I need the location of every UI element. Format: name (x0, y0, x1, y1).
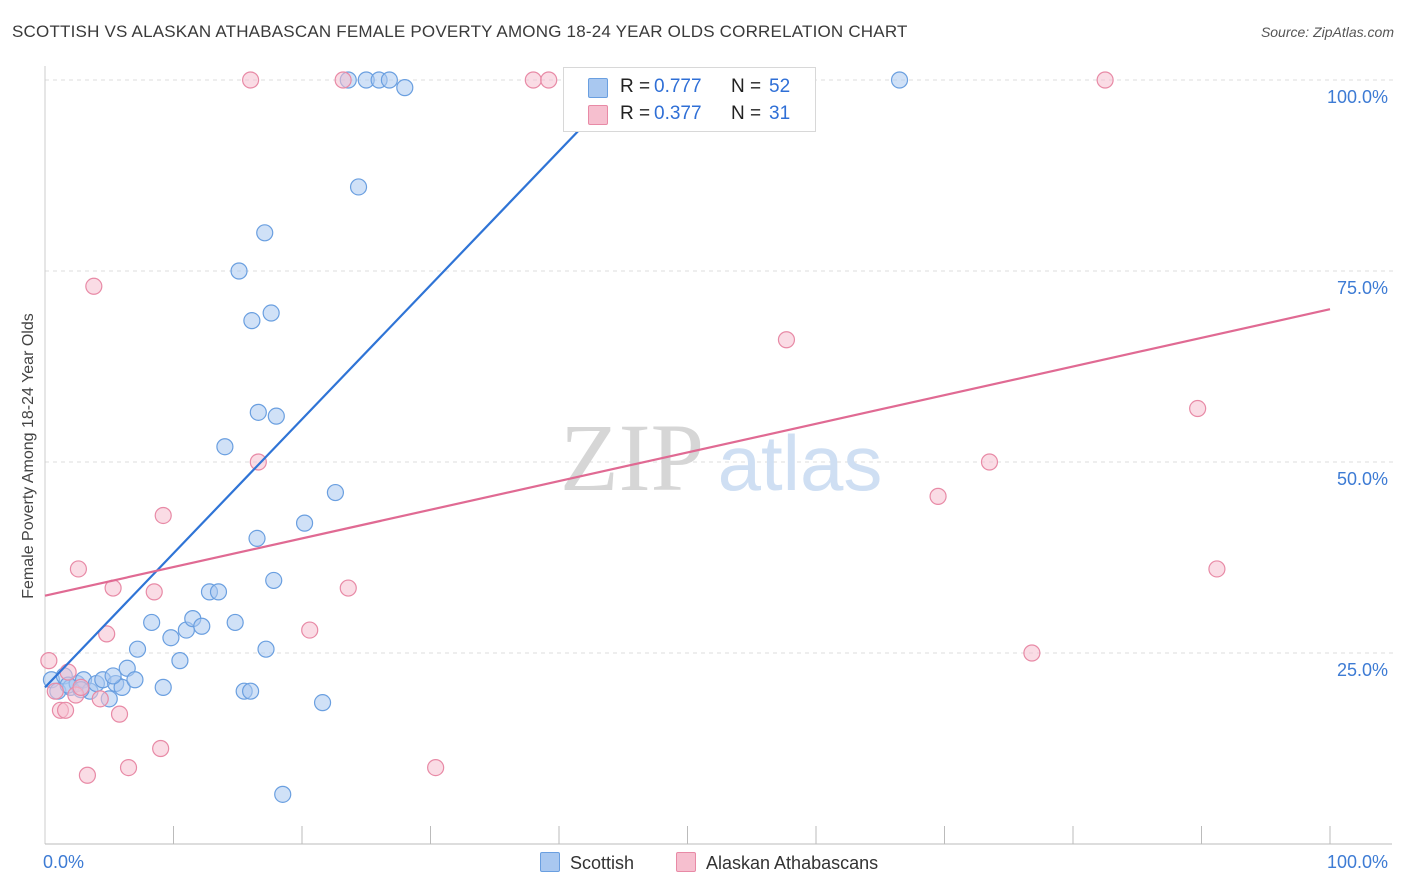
scottish-point (349, 178, 368, 196)
scottish-point (295, 514, 314, 532)
n-value: 52 (769, 76, 791, 97)
scottish-point (216, 438, 234, 456)
alaskan-swatch (676, 852, 696, 872)
gridlines (45, 79, 1395, 654)
scottish-point (162, 629, 180, 647)
n-label: N = (731, 103, 762, 124)
scottish-point (274, 785, 292, 803)
alaskan-point (110, 705, 129, 723)
n-value: 31 (769, 103, 791, 124)
scottish-point (313, 694, 332, 712)
alaskan-point (56, 701, 75, 719)
alaskan-point (540, 71, 558, 89)
watermark-atlas: atlas (718, 419, 883, 507)
source-credit: Source: ZipAtlas.com (1260, 24, 1394, 40)
alaskan-point (72, 678, 90, 696)
scottish-trend-line (44, 79, 628, 689)
alaskan-point (301, 621, 319, 639)
scottish-point (326, 483, 345, 502)
alaskan-point (1023, 644, 1041, 662)
legend-alaskan-label: Alaskan Athabascans (706, 853, 879, 873)
scottish-point (249, 403, 267, 421)
alaskan-point (78, 766, 97, 784)
r-label: R = (620, 76, 651, 97)
y-tick-100: 100.0% (1327, 87, 1389, 107)
legend-item-alaskan[interactable]: Alaskan Athabascans (676, 852, 878, 874)
scottish-point (267, 407, 285, 425)
scottish-point (265, 571, 283, 590)
alaskan-point (98, 625, 116, 643)
x-tick-min: 0.0% (43, 852, 85, 872)
alaskan-point (152, 739, 170, 758)
scottish-point (104, 667, 122, 685)
alaskan-point (85, 277, 103, 295)
scottish-point (209, 583, 228, 601)
scottish-point (242, 682, 260, 700)
alaskan-point (980, 453, 999, 471)
alaskan-point (154, 506, 172, 525)
alaskan-point (777, 331, 796, 349)
scottish-point (171, 652, 189, 670)
alaskan-point (249, 453, 267, 471)
y-tick-50: 50.0% (1337, 469, 1389, 489)
scottish-point (154, 678, 172, 696)
axes (44, 66, 1392, 845)
alaskan-point (334, 71, 352, 89)
legend-item-scottish[interactable]: Scottish (540, 852, 634, 874)
alaskan-point (242, 71, 260, 89)
alaskan-point (119, 758, 138, 777)
watermark: ZIP atlas (560, 404, 882, 511)
alaskan-trend-line (44, 308, 1331, 597)
scottish-swatch (540, 852, 560, 872)
y-tick-25: 25.0% (1337, 660, 1389, 680)
scottish-point (890, 71, 909, 89)
alaskan-point (427, 758, 445, 777)
alaskan-point (46, 682, 64, 700)
alaskan-point (339, 579, 357, 597)
data-points (40, 71, 1226, 803)
scottish-point (126, 671, 144, 689)
alaskan-point (1189, 399, 1207, 418)
scottish-point (380, 71, 398, 89)
alaskan-point (59, 663, 77, 681)
scottish-point (230, 262, 248, 280)
r-value: 0.377 (654, 103, 702, 124)
alaskan-point (929, 487, 947, 505)
r-value: 0.777 (654, 76, 702, 97)
scottish-point (396, 79, 414, 97)
y-tick-75: 75.0% (1337, 278, 1389, 298)
alaskan-point (40, 652, 58, 670)
alaskan-swatch (588, 105, 608, 125)
scottish-point (226, 613, 244, 632)
alaskan-point (524, 71, 542, 89)
scottish-point (113, 678, 131, 696)
scottish-point (193, 617, 211, 635)
x-tick-max: 100.0% (1327, 852, 1389, 872)
scottish-point (128, 640, 147, 658)
scottish-point (256, 224, 274, 242)
trend-lines (44, 79, 1331, 689)
watermark-zip: ZIP (560, 404, 704, 511)
n-label: N = (731, 76, 762, 97)
correlation-legend: R = 0.777 N = 52 R = 0.377 N = 31 (563, 67, 816, 132)
y-axis-label: Female Poverty Among 18-24 Year Olds (20, 313, 37, 599)
alaskan-point (1096, 71, 1114, 89)
legend-scottish-label: Scottish (570, 853, 635, 873)
scottish-point (143, 613, 161, 632)
scottish-point (262, 304, 280, 322)
scottish-point (248, 529, 266, 548)
r-label: R = (620, 103, 651, 124)
alaskan-point (145, 583, 163, 601)
scottish-point (257, 640, 275, 658)
scottish-point (243, 312, 261, 330)
chart-title: SCOTTISH VS ALASKAN ATHABASCAN FEMALE PO… (12, 22, 908, 41)
alaskan-point (1208, 560, 1226, 578)
scottish-swatch (588, 78, 608, 98)
alaskan-point (91, 690, 109, 708)
alaskan-point (69, 560, 88, 578)
